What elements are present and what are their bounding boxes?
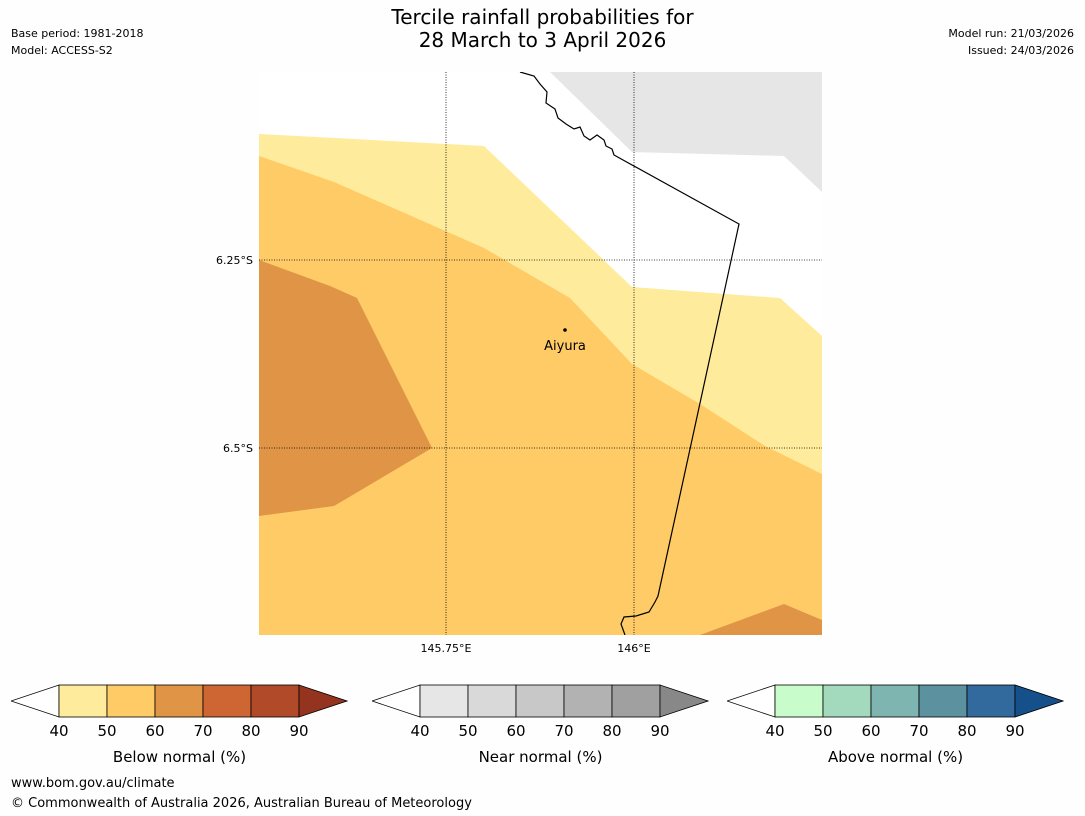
map-panel: Aiyura 6.25°S 6.5°S 145.75°E 146°E [216, 72, 822, 655]
colorbar-swatch [154, 684, 204, 718]
tick-label: 70 [554, 722, 574, 740]
tick-label: 80 [602, 722, 622, 740]
location-marker [563, 328, 567, 332]
tick-label: 60 [861, 722, 881, 740]
colorbar-swatch [563, 684, 613, 718]
colorbar-over-arrow [1014, 684, 1065, 718]
footer-url: www.bom.gov.au/climate [11, 776, 175, 791]
lat-label-6-5: 6.5°S [223, 442, 253, 455]
lon-label-145-75: 145.75°E [421, 642, 472, 655]
meta-right: Model run: 21/03/2026 Issued: 24/03/2026 [948, 25, 1074, 59]
coastline-border [519, 72, 740, 635]
colorbar-near-normal-label: Near normal (%) [478, 748, 603, 766]
colorbar-below-normal-label: Below normal (%) [112, 748, 247, 766]
colorbar-below-normal-ticks: 40 50 60 70 80 90 [11, 722, 348, 742]
colorbar-below-normal: 40 50 60 70 80 90 Below normal (%) [9, 684, 349, 774]
tick-label: 60 [145, 722, 165, 740]
colorbar-swatch [250, 684, 300, 718]
map-area: Aiyura [259, 72, 822, 635]
colorbar-swatch [774, 684, 824, 718]
tick-label: 80 [241, 722, 261, 740]
colorbar-below-normal-bar [9, 684, 349, 718]
map-title: Tercile rainfall probabilities for 28 Ma… [0, 6, 1085, 52]
colorbar-swatch [202, 684, 252, 718]
colorbar-over-arrow [659, 684, 710, 718]
colorbar-under-arrow [9, 684, 60, 718]
near-40-50-region [550, 72, 822, 192]
colorbar-under-arrow [725, 684, 776, 718]
tick-label: 90 [1005, 722, 1025, 740]
tick-label: 70 [193, 722, 213, 740]
colorbar-swatch [966, 684, 1016, 718]
title-line-2: 28 March to 3 April 2026 [418, 28, 667, 52]
location-label: Aiyura [544, 339, 586, 354]
meta-left: Base period: 1981-2018 Model: ACCESS-S2 [11, 25, 143, 59]
lon-label-146: 146°E [617, 642, 650, 655]
model-run: Model run: 21/03/2026 [948, 27, 1074, 40]
tick-label: 90 [289, 722, 309, 740]
base-period: Base period: 1981-2018 [11, 27, 144, 40]
colorbar-near-normal-bar [370, 684, 710, 718]
colorbar-swatch [870, 684, 920, 718]
below-50-60-region [259, 156, 822, 635]
below-60-70-region-west [259, 260, 432, 516]
colorbar-above-normal-bar [725, 684, 1065, 718]
model-name: Model: ACCESS-S2 [11, 44, 113, 57]
colorbar-near-normal-ticks: 40 50 60 70 80 90 [372, 722, 709, 742]
below-60-70-region-southeast [700, 604, 822, 635]
tick-label: 50 [97, 722, 117, 740]
colorbar-swatch [515, 684, 565, 718]
colorbar-swatch [611, 684, 661, 718]
colorbar-swatch [918, 684, 968, 718]
colorbar-swatch [419, 684, 469, 718]
colorbar-swatch [822, 684, 872, 718]
title-line-1: Tercile rainfall probabilities for [391, 5, 694, 29]
tick-label: 50 [813, 722, 833, 740]
tick-label: 40 [410, 722, 430, 740]
tick-label: 40 [765, 722, 785, 740]
tick-label: 60 [506, 722, 526, 740]
tick-label: 80 [957, 722, 977, 740]
tick-label: 40 [49, 722, 69, 740]
footer: www.bom.gov.au/climate © Commonwealth of… [11, 774, 472, 814]
colorbar-above-normal-ticks: 40 50 60 70 80 90 [727, 722, 1064, 742]
tick-label: 50 [458, 722, 478, 740]
colorbar-above-normal-label: Above normal (%) [827, 748, 964, 766]
tick-label: 90 [650, 722, 670, 740]
colorbar-under-arrow [370, 684, 421, 718]
issued-date: Issued: 24/03/2026 [967, 44, 1074, 57]
colorbar-over-arrow [298, 684, 349, 718]
colorbar-swatch [467, 684, 517, 718]
lat-label-6-25: 6.25°S [216, 254, 253, 267]
colorbar-swatch [106, 684, 156, 718]
tick-label: 70 [909, 722, 929, 740]
colorbar-above-normal: 40 50 60 70 80 90 Above normal (%) [725, 684, 1065, 774]
footer-copyright: © Commonwealth of Australia 2026, Austra… [11, 796, 472, 811]
colorbar-near-normal: 40 50 60 70 80 90 Near normal (%) [370, 684, 710, 774]
colorbar-swatch [58, 684, 108, 718]
